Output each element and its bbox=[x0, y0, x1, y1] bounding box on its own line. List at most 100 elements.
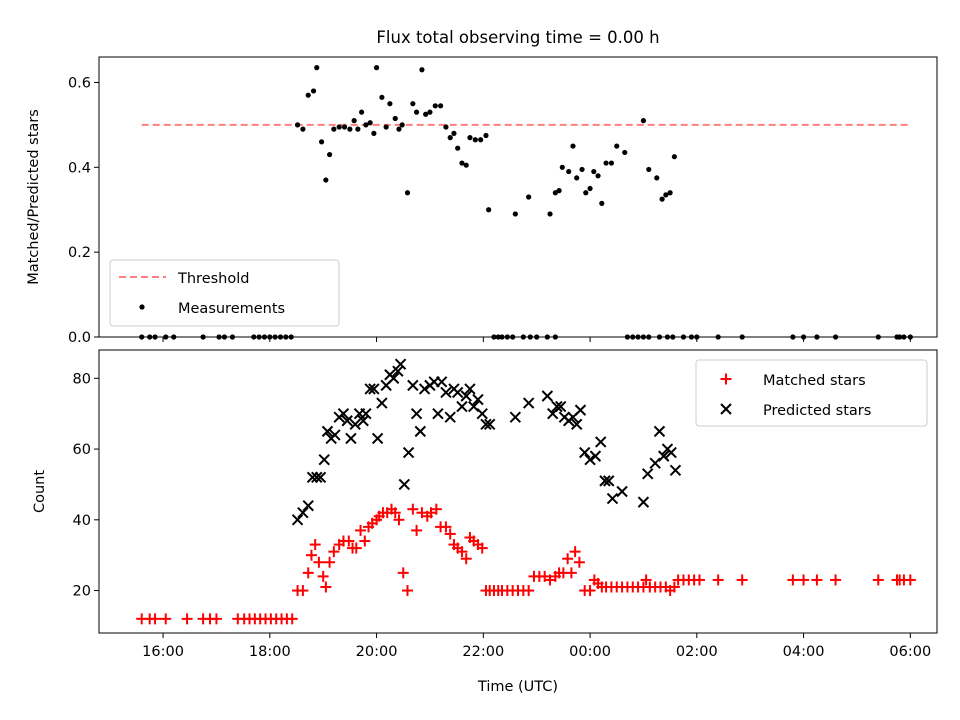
matched-point bbox=[573, 556, 585, 568]
cross-b bbox=[371, 432, 384, 445]
legend-matched-label: Matched stars bbox=[763, 373, 866, 389]
x-tick-label: 02:00 bbox=[676, 644, 718, 660]
measurement-point bbox=[363, 122, 369, 128]
measurement-point bbox=[608, 160, 615, 166]
chart-title: Flux total observing time = 0.00 h bbox=[376, 28, 659, 47]
measurement-point bbox=[622, 149, 628, 156]
matched-point bbox=[460, 553, 472, 565]
cross-b bbox=[541, 390, 554, 402]
y-tick-label: 0.4 bbox=[68, 160, 91, 176]
predicted-point bbox=[472, 393, 484, 406]
measurement-point bbox=[467, 135, 473, 141]
x-tick-label: 16:00 bbox=[142, 644, 184, 660]
cross-b bbox=[464, 383, 476, 395]
predicted-point bbox=[394, 358, 407, 370]
measurement-point bbox=[359, 109, 365, 115]
predicted-point bbox=[314, 471, 327, 484]
measurement-point bbox=[341, 124, 348, 130]
predicted-point bbox=[653, 425, 666, 438]
y-tick-label: 0.2 bbox=[68, 245, 91, 261]
matched-point bbox=[302, 567, 314, 579]
cross-b bbox=[435, 376, 448, 388]
matched-point bbox=[584, 585, 596, 597]
predicted-point bbox=[321, 425, 334, 438]
matched-point bbox=[736, 574, 748, 586]
measurement-point bbox=[566, 168, 572, 175]
bottom-panel: 20 40 60 80 16:00 18:00 20:00 22:00 00:00 02:00 0… bbox=[32, 349, 938, 695]
cross-b bbox=[297, 507, 309, 519]
measurement-point bbox=[326, 151, 333, 158]
predicted-point bbox=[376, 397, 388, 409]
measurement-point bbox=[667, 190, 673, 196]
bottom-axes-frame bbox=[98, 349, 938, 634]
measurement-point bbox=[423, 111, 429, 117]
cross-b bbox=[467, 400, 480, 413]
measurement-point bbox=[559, 164, 565, 170]
measurement-point bbox=[300, 126, 306, 132]
predicted-point bbox=[616, 485, 628, 498]
top-y-axis-label: Matched/Predicted stars bbox=[26, 109, 42, 285]
measurement-point bbox=[570, 143, 576, 149]
predicted-point bbox=[589, 450, 602, 462]
measurement-point bbox=[347, 126, 353, 132]
measurement-point bbox=[579, 166, 585, 173]
predicted-point bbox=[476, 407, 488, 420]
predicted-point bbox=[341, 415, 353, 427]
matched-point bbox=[343, 535, 355, 547]
measurement-point bbox=[574, 175, 580, 181]
predicted-point bbox=[329, 429, 341, 441]
cross-b bbox=[314, 471, 327, 484]
predicted-point bbox=[407, 379, 419, 392]
matched-point bbox=[523, 585, 535, 597]
cross-b bbox=[394, 358, 407, 370]
measurement-point bbox=[483, 132, 489, 139]
x-tick-label: 06:00 bbox=[889, 644, 931, 660]
predicted-point bbox=[641, 468, 654, 480]
cross-b bbox=[398, 478, 411, 491]
y-tick-label: 80 bbox=[73, 371, 91, 387]
matched-point bbox=[712, 574, 724, 586]
predicted-point bbox=[574, 404, 587, 416]
predicted-point bbox=[509, 411, 522, 423]
top-legend: Threshold Measurements bbox=[109, 259, 340, 327]
measurement-point bbox=[373, 65, 380, 71]
measurement-point bbox=[392, 115, 398, 122]
x-tick-label: 22:00 bbox=[462, 644, 504, 660]
matched-point bbox=[320, 581, 332, 593]
predicted-point bbox=[522, 397, 535, 409]
cross-b bbox=[480, 418, 492, 430]
measurement-point bbox=[654, 175, 660, 181]
legend-box bbox=[109, 259, 340, 327]
predicted-point bbox=[432, 407, 444, 420]
cross-b bbox=[522, 397, 535, 409]
cross-b bbox=[368, 383, 380, 395]
matched-point bbox=[562, 553, 574, 565]
measurement-point bbox=[355, 126, 361, 132]
cross-b bbox=[472, 393, 484, 406]
predicted-point bbox=[357, 415, 369, 427]
predicted-point bbox=[484, 418, 496, 430]
predicted-point bbox=[551, 400, 563, 413]
predicted-point bbox=[371, 432, 384, 445]
cross-b bbox=[357, 415, 369, 427]
cross-b bbox=[665, 446, 677, 459]
legend-predicted-swatch bbox=[720, 403, 732, 415]
matched-point bbox=[393, 514, 405, 526]
cross-b bbox=[414, 425, 427, 438]
measurement-point bbox=[663, 192, 669, 198]
measurement-point bbox=[413, 109, 420, 115]
cross-b bbox=[318, 453, 330, 466]
cross-b bbox=[387, 372, 400, 385]
matched-point bbox=[389, 507, 401, 519]
measurement-point bbox=[671, 154, 677, 160]
predicted-point bbox=[291, 514, 304, 526]
predicted-point bbox=[444, 411, 456, 423]
measurement-point bbox=[459, 160, 465, 166]
matched-point bbox=[569, 546, 581, 558]
measurement-point bbox=[478, 137, 484, 143]
cross-b bbox=[418, 383, 431, 395]
x-tick-label: 20:00 bbox=[356, 644, 398, 660]
predicted-point bbox=[337, 407, 350, 420]
matched-point bbox=[350, 542, 362, 554]
predicted-point bbox=[541, 390, 554, 402]
